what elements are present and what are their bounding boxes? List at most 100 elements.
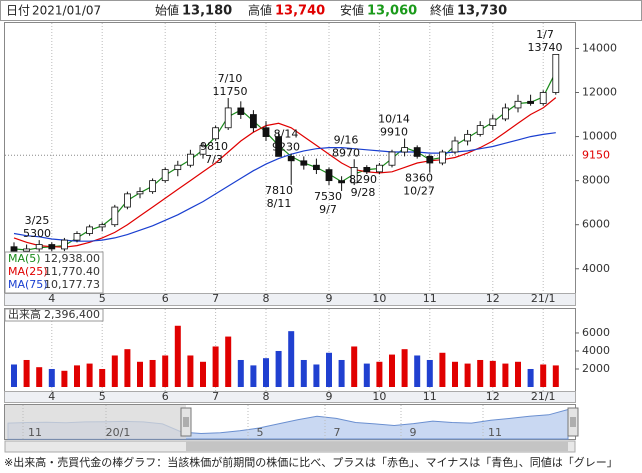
x-tick-label: 12 <box>486 390 500 403</box>
x-tick-label: 5 <box>99 292 106 305</box>
annotation-date: 10/14 <box>378 113 410 126</box>
annotation-date: 1/7 <box>536 28 554 41</box>
volume-bar <box>540 364 547 387</box>
volume-bar <box>477 359 484 387</box>
legend-value: 12,938.00 <box>44 252 100 265</box>
candle-body <box>388 151 396 166</box>
candle-body <box>363 167 371 173</box>
x-tick-label: 5 <box>99 390 106 403</box>
candle-body <box>73 233 81 241</box>
x-tick-label: 8 <box>263 292 270 305</box>
volume-value: 2,396,400 <box>44 308 100 321</box>
volume-bar <box>414 355 421 387</box>
annotation-date: 10/27 <box>403 185 435 198</box>
candle-body <box>476 125 484 135</box>
volume-bar <box>464 363 471 387</box>
candle-body <box>48 244 56 250</box>
volume-bar <box>288 331 295 387</box>
annotation-date: 7/10 <box>218 72 243 85</box>
candle-body <box>161 169 169 182</box>
volume-bar <box>439 352 446 387</box>
annotation-price: 8970 <box>332 146 360 159</box>
candle-body <box>86 226 93 234</box>
candle-body <box>212 127 220 140</box>
annotation-price: 9910 <box>380 126 408 139</box>
volume-bar <box>502 363 509 387</box>
candle-body <box>98 224 106 228</box>
volume-bar <box>527 368 534 387</box>
navigator-label: 9 <box>410 426 417 439</box>
volume-bar <box>99 368 106 387</box>
annotation-price: 11750 <box>213 85 248 98</box>
x-tick-label: 4 <box>48 390 55 403</box>
x-tick-label: 12 <box>486 292 500 305</box>
volume-bar <box>149 359 156 387</box>
close: 13,730 <box>457 4 507 19</box>
date-label: 日付 <box>6 4 30 18</box>
annotation-date: 8/11 <box>267 197 292 210</box>
candle-body <box>464 133 472 142</box>
reference-label: 9150 <box>582 148 610 161</box>
footer-note: ※出来高・売買代金の棒グラフ：当該株価が前期間の株価に比べ、プラスは「赤色」、マ… <box>4 455 618 469</box>
annotation-date: 3/25 <box>25 214 50 227</box>
candle-body <box>23 248 31 252</box>
low-label: 安値 <box>340 3 364 18</box>
month-strip <box>4 391 576 403</box>
high: 13,740 <box>275 4 325 19</box>
open: 13,180 <box>182 4 232 19</box>
volume-bar <box>225 336 232 387</box>
candle-body <box>10 246 18 252</box>
y-tick-label: 4000 <box>582 262 610 275</box>
volume-bar <box>162 355 169 387</box>
annotation-price: 13740 <box>528 41 563 54</box>
x-tick-label: 10 <box>372 390 386 403</box>
candle-body <box>35 244 43 250</box>
volume-bar <box>263 358 269 387</box>
x-tick-label: 21/1 <box>531 292 556 305</box>
navigator-label: 5 <box>257 426 264 439</box>
volume-bar <box>452 361 458 387</box>
x-tick-label: 7 <box>212 390 219 403</box>
candle-body <box>413 147 421 157</box>
candle-body <box>489 118 497 126</box>
open-label: 始値 <box>155 3 179 18</box>
x-tick-label: 11 <box>423 390 437 403</box>
y-tick-label: 8000 <box>582 174 610 187</box>
y-tick-label: 10000 <box>582 130 617 143</box>
candle-body <box>136 191 144 195</box>
candle-body <box>350 167 358 184</box>
volume-bar <box>200 361 206 387</box>
candle-body <box>237 107 245 115</box>
x-tick-label: 6 <box>162 292 169 305</box>
volume-bar <box>23 359 30 387</box>
volume-bar <box>426 359 433 387</box>
y-tick-label: 6000 <box>582 326 610 339</box>
candle-body <box>338 180 346 184</box>
ma-line <box>13 132 556 242</box>
volume-bar <box>338 359 345 387</box>
annotation-price: 9810 <box>200 140 228 153</box>
legend-name: MA(75) <box>8 278 48 291</box>
volume-bar <box>137 361 143 387</box>
annotation-price: 8360 <box>405 172 433 185</box>
x-tick-label: 10 <box>372 292 386 305</box>
volume-bar <box>326 352 332 387</box>
volume-bar <box>363 363 370 387</box>
volume-bar <box>351 346 358 387</box>
volume-bar <box>124 349 131 387</box>
candle-body <box>451 140 459 153</box>
candle-body <box>174 164 182 171</box>
volume-bar <box>250 365 257 387</box>
volume-bar <box>187 355 194 387</box>
candle-body <box>61 239 68 250</box>
volume-bar <box>275 350 282 387</box>
scrollbar-thumb[interactable] <box>186 442 568 451</box>
x-tick-label: 8 <box>263 390 270 403</box>
annotation-date: 9/7 <box>319 203 337 216</box>
month-strip <box>4 293 576 306</box>
candle-body <box>224 107 232 129</box>
navigator-label: 20/1 <box>106 426 131 439</box>
volume-bar <box>48 368 55 387</box>
volume-bar <box>376 361 383 387</box>
